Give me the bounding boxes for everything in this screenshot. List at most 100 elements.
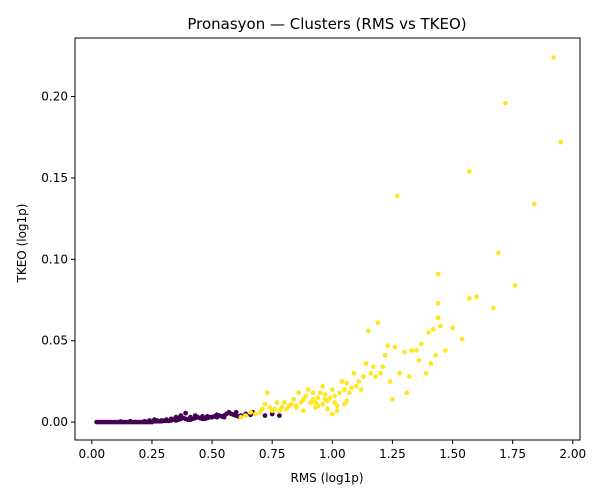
chart-title: Pronasyon — Clusters (RMS vs TKEO) [187,15,466,33]
data-point [419,342,424,347]
x-tick-label: 1.00 [319,447,346,461]
data-point [364,361,369,366]
data-point [277,413,282,418]
data-point [306,387,311,392]
data-point [349,386,354,391]
data-point [323,397,328,402]
data-point [513,283,518,288]
data-point [558,140,563,145]
data-point [491,306,496,311]
x-tick-label: 0.25 [139,447,166,461]
data-point [214,412,219,417]
data-point [330,387,335,392]
data-point [366,329,371,334]
data-point [272,407,277,412]
data-point [380,364,385,369]
data-point [253,412,258,417]
data-point [460,337,465,342]
y-tick-label: 0.10 [41,252,68,266]
data-point [205,414,210,419]
data-point [344,399,349,404]
data-point [328,395,333,400]
data-point [429,361,434,366]
data-point [397,371,402,376]
data-point [438,324,443,329]
data-point [347,390,352,395]
data-point [183,411,188,416]
data-point [159,418,164,423]
data-point [373,374,378,379]
data-point [188,415,193,420]
data-point [436,272,441,277]
data-point [315,395,320,400]
data-point [169,416,174,421]
data-point [164,417,169,422]
data-point [315,403,320,408]
data-point [301,408,306,413]
data-point [467,169,472,174]
data-point [311,390,316,395]
data-point [414,348,419,353]
data-point [263,413,268,418]
data-point [385,343,390,348]
data-point [279,405,284,410]
x-axis-label: RMS (log1p) [290,471,363,485]
data-point [424,371,429,376]
x-tick-label: 0.50 [199,447,226,461]
data-point [147,418,152,423]
data-point [409,348,414,353]
y-tick-label: 0.15 [41,171,68,185]
data-point [356,379,361,384]
data-point [402,350,407,355]
data-point [320,402,325,407]
data-point [368,371,373,376]
x-axis: 0.00 0.25 0.50 0.75 1.00 1.25 1.50 1.75 2.00 [78,440,586,461]
data-point [263,402,268,407]
data-points [94,55,563,424]
data-point [426,330,431,335]
data-point [390,397,395,402]
x-tick-label: 0.00 [78,447,105,461]
data-point [303,394,308,399]
data-point [436,316,441,321]
data-point [443,348,448,353]
plot-frame [75,38,580,440]
data-point [282,400,287,405]
data-point [296,390,301,395]
data-point [342,387,347,392]
data-point [320,384,325,389]
y-tick-label: 0.20 [41,90,68,104]
data-point [361,374,366,379]
data-point [392,345,397,350]
data-point [416,358,421,363]
data-point [289,402,294,407]
x-tick-label: 1.50 [439,447,466,461]
data-point [318,390,323,395]
y-axis: 0.00 0.05 0.10 0.15 0.20 [41,90,75,430]
data-point [376,320,381,325]
data-point [118,419,123,424]
plot-area [75,38,580,440]
x-tick-label: 1.75 [499,447,526,461]
data-point [467,296,472,301]
data-point [496,250,501,255]
data-point [291,397,296,402]
data-point [340,379,345,384]
data-point [474,294,479,299]
data-point [431,327,436,332]
data-point [128,419,133,424]
data-point [450,325,455,330]
data-point [395,193,400,198]
x-tick-label: 1.25 [379,447,406,461]
data-point [234,410,239,415]
data-point [239,415,244,420]
x-tick-label: 2.00 [559,447,586,461]
data-point [378,371,383,376]
y-axis-label: TKEO (log1p) [15,204,29,284]
data-point [503,101,508,106]
data-point [335,408,340,413]
data-point [551,55,556,60]
data-point [176,416,181,421]
data-point [330,412,335,417]
